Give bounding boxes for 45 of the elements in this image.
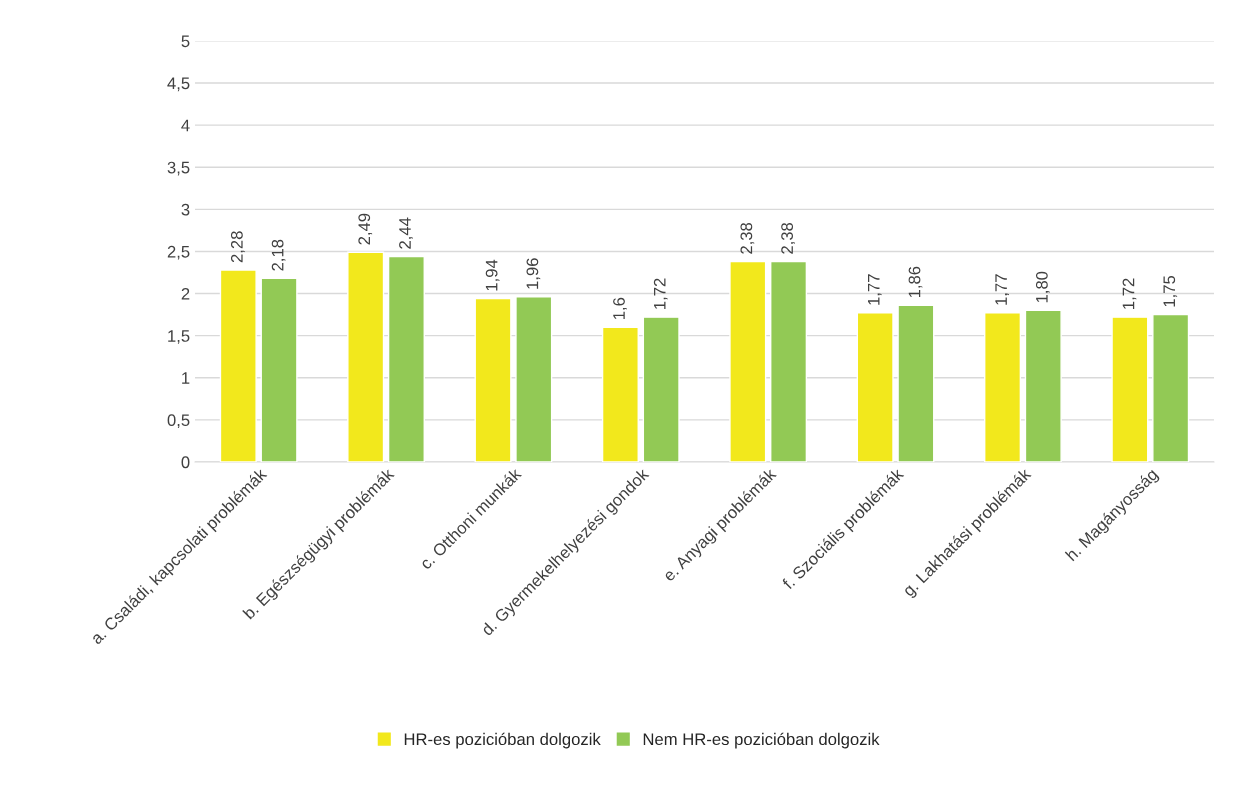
- y-tick-label: 5: [181, 35, 190, 48]
- y-tick-label: 4,5: [167, 77, 190, 92]
- bar: [387, 255, 425, 462]
- bar: [642, 316, 680, 462]
- data-label: 1,94: [485, 259, 500, 291]
- y-tick-label: 3,5: [167, 161, 190, 176]
- y-tick-label: 0: [181, 456, 190, 469]
- data-label: 2,28: [230, 231, 245, 263]
- bar: [984, 312, 1022, 462]
- data-label: 1,75: [1163, 275, 1178, 307]
- bar: [515, 296, 553, 462]
- y-tick-label: 2: [181, 287, 190, 300]
- bar: [601, 326, 639, 462]
- bar: [260, 277, 298, 462]
- bar: [1152, 313, 1190, 462]
- y-tick-label: 4: [181, 119, 190, 132]
- bar: [1024, 309, 1062, 462]
- y-tick-label: 1: [182, 372, 190, 384]
- data-label: 1,6: [613, 297, 627, 320]
- legend-label: Nem HR-es pozicióban dolgozik: [643, 732, 880, 749]
- data-label: 2,49: [358, 213, 373, 245]
- data-label: 1,86: [908, 266, 923, 298]
- bar: [1111, 316, 1149, 462]
- bar: [897, 304, 935, 462]
- bar: [856, 312, 894, 462]
- y-tick-label: 3: [181, 203, 190, 216]
- data-label: 1,96: [526, 258, 541, 289]
- y-tick-label: 1,5: [168, 330, 190, 344]
- data-label: 1,77: [995, 274, 1009, 305]
- legend-label: HR-es pozicióban dolgozik: [404, 732, 601, 749]
- bar: [770, 260, 808, 462]
- y-tick-label: 0,5: [167, 414, 190, 429]
- data-label: 2,44: [399, 217, 413, 249]
- bar: [729, 260, 767, 462]
- data-label: 1,77: [868, 274, 882, 305]
- data-label: 2,38: [781, 222, 795, 254]
- data-label: 1,80: [1035, 271, 1050, 303]
- y-tick-label: 2,5: [167, 245, 190, 260]
- bar: [347, 251, 385, 462]
- bar: [219, 269, 257, 462]
- data-label: 2,18: [271, 239, 286, 271]
- data-label: 2,38: [740, 222, 755, 254]
- bar: [474, 297, 512, 462]
- data-label: 1,72: [653, 278, 668, 309]
- data-label: 1,72: [1122, 278, 1137, 309]
